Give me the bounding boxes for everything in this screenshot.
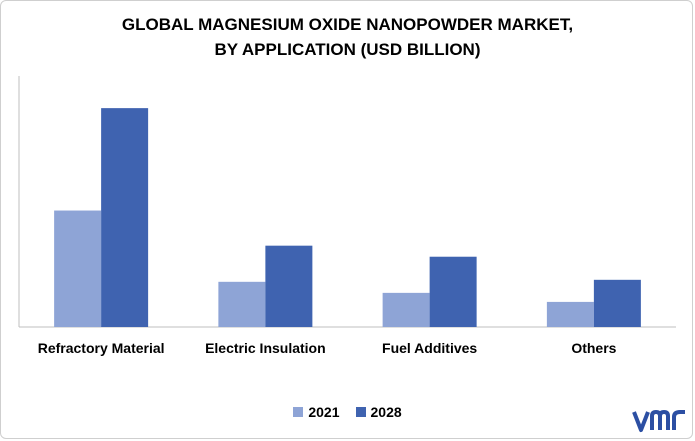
chart-title-line-2: BY APPLICATION (USD BILLION) xyxy=(214,40,481,59)
bar-fuel-additives-2028 xyxy=(429,256,477,327)
legend-label-2021: 2021 xyxy=(308,404,340,420)
legend-item-2028: 2028 xyxy=(355,404,402,420)
x-tick-label-refractory-material: Refractory Material xyxy=(38,340,165,356)
bar-refractory-material-2021 xyxy=(54,210,102,327)
x-tick-label-electric-insulation: Electric Insulation xyxy=(205,340,326,356)
bar-others-2028 xyxy=(593,279,641,327)
bars-group xyxy=(54,108,641,328)
bar-others-2021 xyxy=(546,301,594,327)
bar-refractory-material-2028 xyxy=(101,108,149,328)
bar-electric-insulation-2028 xyxy=(265,245,313,327)
legend-label-2028: 2028 xyxy=(370,404,402,420)
vmr-logo-icon xyxy=(632,410,685,432)
x-tick-label-others: Others xyxy=(571,340,616,356)
chart-title-line-1: GLOBAL MAGNESIUM OXIDE NANOPOWDER MARKET… xyxy=(121,15,574,34)
legend-swatch-2028 xyxy=(355,407,366,417)
x-tick-labels: Refractory Material Electric Insulation Fu… xyxy=(38,340,617,356)
legend: 2021 2028 xyxy=(0,404,695,420)
x-tick-label-fuel-additives: Fuel Additives xyxy=(382,340,477,356)
legend-swatch-2021 xyxy=(293,407,304,417)
bar-fuel-additives-2021 xyxy=(382,292,430,327)
bar-electric-insulation-2021 xyxy=(218,281,266,327)
legend-item-2021: 2021 xyxy=(293,404,340,420)
chart-title: GLOBAL MAGNESIUM OXIDE NANOPOWDER MARKET… xyxy=(0,12,695,62)
